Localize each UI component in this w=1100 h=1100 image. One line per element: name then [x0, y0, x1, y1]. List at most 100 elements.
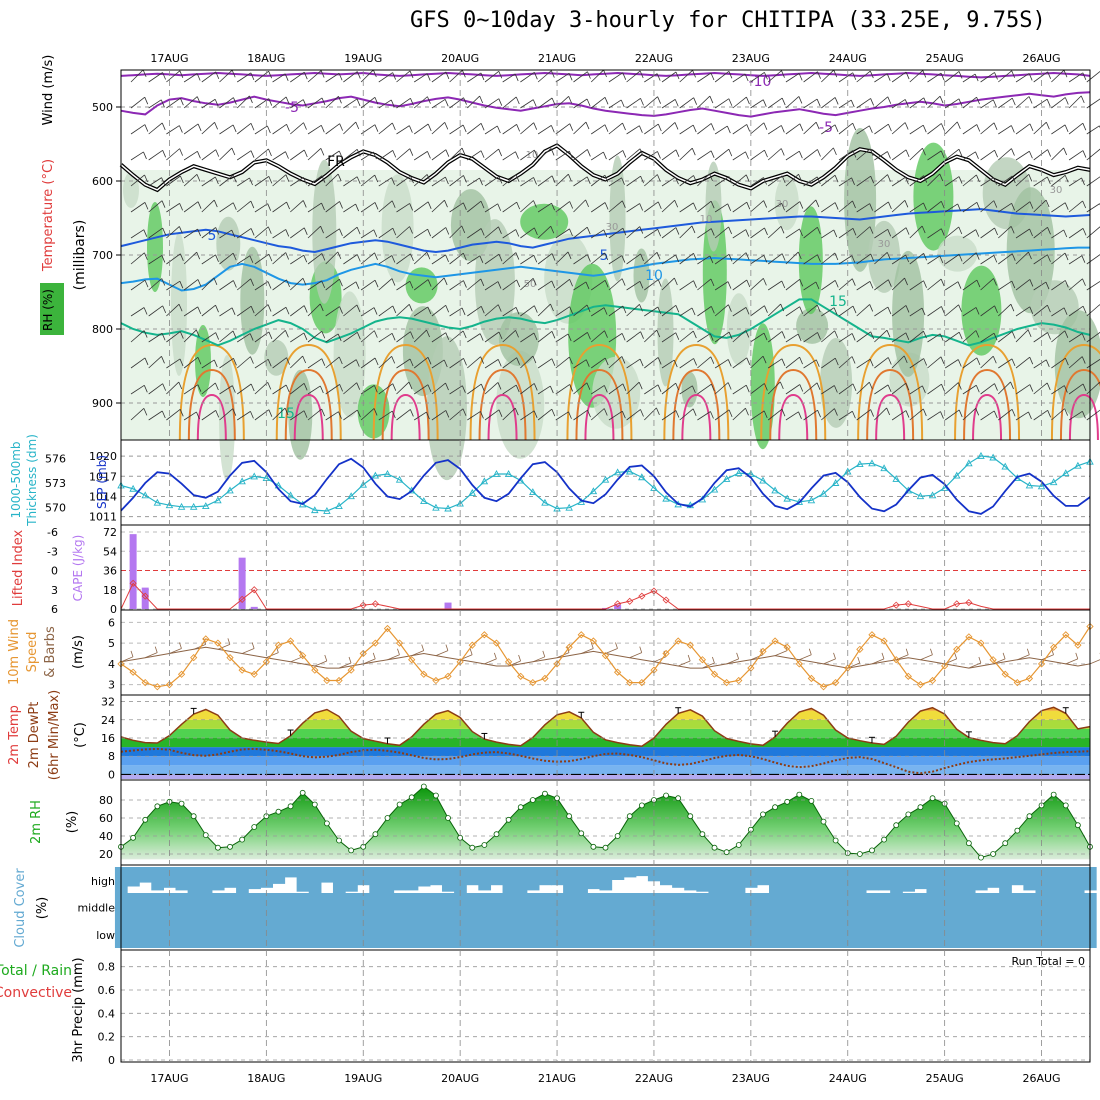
upper-wind-barb-flag: [1080, 95, 1085, 104]
upper-wind-barb: [944, 148, 960, 161]
upper-wind-barb-flag: [639, 203, 644, 211]
thickness-marker: [807, 496, 816, 504]
wind-barb: [1041, 654, 1054, 661]
upper-wind-barb-flag: [1011, 331, 1016, 339]
date-label-bottom: 17AUG: [150, 1072, 188, 1085]
upper-wind-barb: [343, 409, 358, 421]
cloud-bar-middle: [1011, 893, 1024, 920]
label-lifted-index: Lifted Index: [11, 529, 26, 606]
upper-wind-barb: [1086, 304, 1100, 317]
rh-marker: [178, 800, 185, 807]
upper-wind-barb: [962, 307, 977, 317]
rh-marker: [796, 791, 803, 798]
upper-wind-barb: [396, 331, 411, 343]
upper-wind-barb: [821, 202, 836, 213]
upper-wind-barb: [484, 98, 500, 109]
upper-wind-barb-flag: [392, 305, 397, 314]
upper-wind-barb: [396, 148, 411, 161]
upper-wind-barb: [962, 407, 976, 421]
upper-wind-barb-flag: [534, 149, 538, 158]
upper-wind-barb-flag: [939, 96, 944, 104]
upper-wind-barb-flag: [763, 200, 768, 208]
upper-wind-barb-flag: [799, 279, 804, 287]
upper-wind-barb: [290, 149, 305, 161]
upper-wind-barb-flag: [144, 97, 149, 105]
upper-wind-barb-flag: [1081, 255, 1086, 263]
upper-wind-barb: [307, 70, 322, 83]
upper-wind-barb: [927, 95, 941, 109]
upper-wind-barb: [573, 199, 586, 213]
upper-wind-barb: [396, 280, 411, 291]
upper-wind-barb-flag: [923, 253, 927, 261]
upper-wind-barb-flag: [233, 358, 237, 366]
upper-wind-barb: [874, 73, 888, 83]
cloud-bar-middle: [781, 893, 794, 920]
upper-wind-barb-flag: [462, 202, 467, 210]
upper-wind-barb-flag: [178, 381, 183, 390]
upper-wind-barb-flag: [586, 227, 591, 235]
cloud-bar-middle: [563, 893, 576, 920]
upper-wind-barb-flag: [356, 226, 361, 235]
upper-wind-barb: [944, 203, 958, 213]
wind-barb-feather: [421, 644, 425, 651]
rh-marker: [735, 842, 742, 848]
li-marker: [614, 600, 622, 608]
upper-wind-barb-flag: [975, 151, 979, 159]
upper-wind-barb-flag: [622, 383, 627, 391]
upper-wind-barb-flag: [339, 384, 344, 392]
cloud-bar-high: [902, 867, 915, 892]
upper-wind-barb: [343, 281, 357, 291]
upper-wind-barb: [856, 70, 871, 83]
upper-wind-barb-flag: [215, 176, 219, 185]
wind-speed-marker: [141, 678, 149, 687]
upper-wind-barb: [502, 229, 516, 239]
upper-wind-barb-flag: [639, 358, 644, 367]
upper-wind-barb: [608, 122, 623, 135]
thickness-marker: [1049, 478, 1058, 486]
upper-wind-barb: [962, 357, 978, 369]
upper-wind-barb: [980, 410, 995, 421]
upper-wind-barb: [272, 384, 287, 395]
upper-wind-barb: [608, 278, 623, 291]
tick-label-temp: 8: [108, 750, 115, 763]
rh-marker: [965, 840, 972, 847]
temperature-contour-warm: [857, 343, 924, 441]
upper-wind-barb: [679, 97, 694, 109]
rh-contour-blob: [681, 371, 698, 408]
upper-wind-barb: [537, 225, 552, 239]
upper-wind-barb: [573, 176, 588, 187]
upper-air-panel: 500600700800900-10-5-5FR5510151510303030…: [40, 69, 1100, 481]
upper-wind-barb-flag: [975, 385, 980, 393]
upper-wind-barb-flag: [1064, 97, 1069, 105]
upper-wind-barb: [236, 72, 252, 83]
cloud-bar-low: [769, 920, 782, 948]
upper-wind-barb-flag: [1011, 358, 1016, 367]
upper-wind-barb: [467, 278, 482, 291]
thickness-marker: [722, 474, 731, 482]
upper-wind-barb: [661, 359, 675, 369]
upper-wind-barb: [661, 254, 676, 265]
wind-barb: [992, 658, 1006, 665]
wind-speed-marker: [420, 670, 428, 678]
upper-wind-barb-flag: [798, 151, 803, 159]
upper-wind-barb: [1033, 227, 1048, 239]
cloud-bar-middle: [175, 893, 189, 920]
upper-wind-barb: [1086, 176, 1100, 187]
wind-barb-feather: [1026, 648, 1030, 655]
rh-marker: [202, 832, 209, 838]
cloud-bar-high: [478, 867, 492, 891]
upper-wind-barb-flag: [710, 72, 715, 81]
upper-wind-barb: [644, 73, 658, 83]
wind-barb-feather: [1075, 652, 1079, 660]
upper-wind-barb-flag: [657, 357, 662, 365]
thickness-marker: [916, 492, 925, 500]
upper-wind-barb: [378, 356, 392, 369]
upper-wind-barb: [714, 253, 730, 265]
upper-wind-barb-flag: [693, 97, 698, 105]
upper-wind-barb-flag: [143, 385, 148, 393]
upper-wind-barb: [183, 279, 199, 291]
upper-wind-barb-flag: [1011, 409, 1016, 417]
upper-wind-barb-flag: [250, 306, 255, 314]
